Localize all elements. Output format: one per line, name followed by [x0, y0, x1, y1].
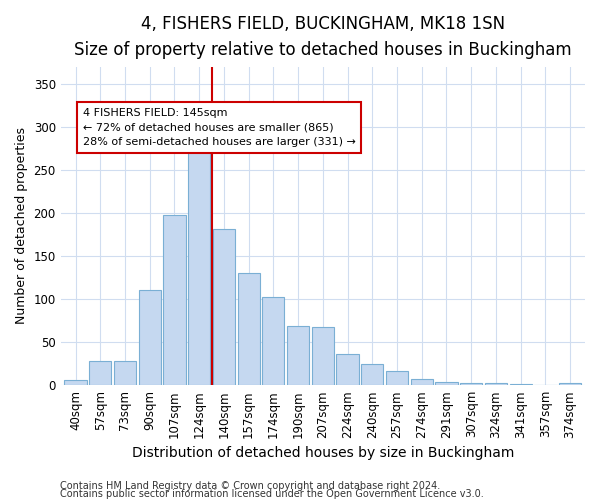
Text: Contains HM Land Registry data © Crown copyright and database right 2024.: Contains HM Land Registry data © Crown c… [60, 481, 440, 491]
Text: 4 FISHERS FIELD: 145sqm
← 72% of detached houses are smaller (865)
28% of semi-d: 4 FISHERS FIELD: 145sqm ← 72% of detache… [83, 108, 356, 148]
Bar [559, 384, 581, 385]
Bar [509, 384, 532, 385]
X-axis label: Distribution of detached houses by size in Buckingham: Distribution of detached houses by size … [131, 446, 514, 460]
Title: 4, FISHERS FIELD, BUCKINGHAM, MK18 1SN
Size of property relative to detached hou: 4, FISHERS FIELD, BUCKINGHAM, MK18 1SN S… [74, 15, 572, 60]
Bar [114, 361, 136, 385]
Bar [485, 382, 507, 385]
Bar [287, 326, 309, 385]
Bar [436, 382, 458, 385]
Bar [312, 326, 334, 385]
Bar [163, 214, 185, 385]
Bar [460, 382, 482, 385]
Y-axis label: Number of detached properties: Number of detached properties [15, 128, 28, 324]
Bar [188, 131, 210, 385]
Text: Contains public sector information licensed under the Open Government Licence v3: Contains public sector information licen… [60, 489, 484, 499]
Bar [410, 379, 433, 385]
Bar [337, 354, 359, 385]
Bar [89, 361, 112, 385]
Bar [386, 372, 408, 385]
Bar [64, 380, 86, 385]
Bar [213, 230, 235, 385]
Bar [139, 290, 161, 385]
Bar [361, 364, 383, 385]
Bar [262, 298, 284, 385]
Bar [238, 273, 260, 385]
